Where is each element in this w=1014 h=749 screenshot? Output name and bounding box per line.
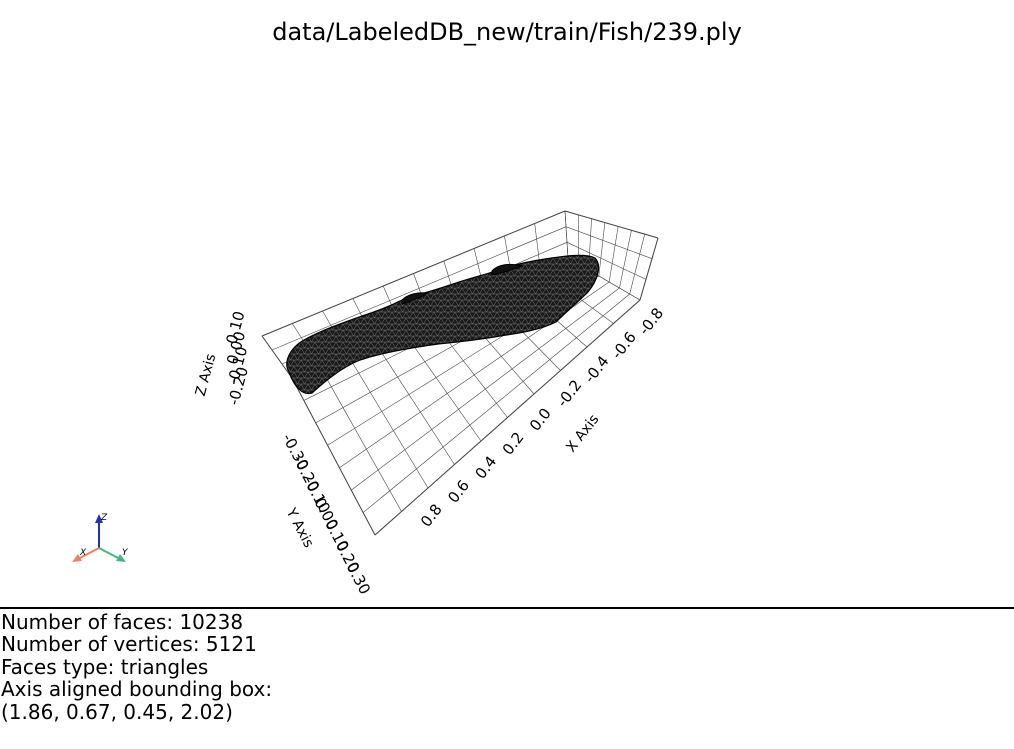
grid-line [598, 222, 606, 277]
grid-line [362, 293, 630, 513]
grid-line [271, 226, 567, 351]
grid-line [564, 210, 569, 259]
box-edge [639, 237, 659, 301]
tick-label: -0.4 [580, 352, 612, 386]
faces-type: Faces type: triangles [1, 654, 209, 679]
x-axis-label: X Axis [563, 412, 602, 456]
z-label: Z [100, 513, 108, 523]
grid-line [319, 365, 402, 512]
tick-label: 0.6 [444, 477, 473, 507]
box-edge [261, 335, 293, 379]
fish-dorsal-fin [401, 292, 430, 305]
z-axis-ticks: -0.20-0.100.000.10 [222, 309, 251, 407]
grid-line [565, 226, 653, 259]
grid-line [608, 226, 619, 283]
y-axis-arrowhead [116, 554, 126, 562]
box-edge [291, 377, 376, 536]
bbox-label: Axis aligned bounding box: [1, 677, 273, 702]
bbox-value: (1.86, 0.67, 0.45, 2.02) [1, 699, 233, 724]
box-edge [374, 299, 641, 536]
grid-line [629, 234, 646, 295]
tick-label: 0.8 [417, 501, 446, 531]
grid-line [566, 242, 647, 280]
x-axis-arrowhead [72, 554, 82, 562]
y-axis-arrow [98, 547, 121, 560]
tick-label: 0.0 [526, 405, 555, 435]
faces-count: Number of faces: 10238 [1, 610, 244, 634]
grid-line [374, 341, 455, 465]
vertices-count: Number of vertices: 5121 [1, 632, 257, 657]
orientation-widget: Z Y X [72, 513, 129, 562]
tick-label: -0.2 [553, 376, 585, 410]
tick-label: 0.30 [342, 559, 374, 597]
fish-mesh[interactable] [286, 254, 600, 395]
fish-body [286, 254, 600, 395]
grid-line [619, 230, 632, 289]
grid-line [351, 287, 620, 491]
grid-line [346, 353, 429, 489]
tick-label: 0.2 [499, 429, 528, 459]
x-label: X [79, 548, 87, 558]
tick-label: -0.6 [608, 328, 640, 362]
grid-line [402, 329, 482, 442]
plot-canvas[interactable]: 0.80.60.40.20.0-0.2-0.4-0.6-0.8 -0.30-0.… [0, 0, 1014, 608]
z-axis-label: Z Axis [193, 352, 220, 398]
x-axis-arrow [77, 547, 100, 560]
tick-label: 0.4 [471, 453, 500, 483]
fish-head-ridge [491, 263, 524, 276]
3d-viewport[interactable]: data/LabeledDB_new/train/Fish/239.ply 0.… [0, 0, 1014, 608]
info-divider [0, 607, 1014, 609]
box-edge [564, 210, 659, 239]
y-axis-label: Y Axis [282, 505, 316, 551]
z-axis-arrowhead [95, 514, 103, 523]
mesh-info-panel: Number of faces: 10238 Number of vertice… [1, 611, 272, 723]
box-edge [261, 210, 566, 337]
y-label: Y [122, 548, 129, 558]
window-title: data/LabeledDB_new/train/Fish/239.ply [272, 18, 742, 46]
tick-label: -0.8 [635, 304, 667, 338]
